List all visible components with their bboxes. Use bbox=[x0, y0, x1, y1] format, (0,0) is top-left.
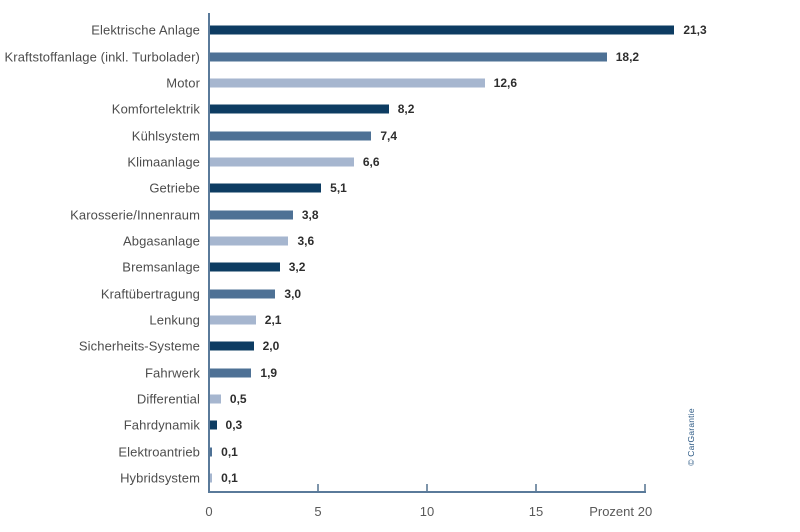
bar bbox=[210, 210, 293, 220]
chart-row: Klimaanlage 6,6 bbox=[0, 149, 800, 175]
bar bbox=[210, 315, 256, 325]
chart-row: Bremsanlage 3,2 bbox=[0, 254, 800, 280]
category-label: Sicherheits-Systeme bbox=[78, 338, 200, 354]
bar bbox=[210, 341, 254, 351]
category-label: Bremsanlage bbox=[122, 259, 200, 275]
value-label: 21,3 bbox=[683, 23, 707, 38]
value-label: 8,2 bbox=[397, 102, 415, 117]
bar bbox=[210, 447, 213, 457]
value-label: 7,4 bbox=[380, 128, 397, 143]
bar bbox=[210, 368, 252, 378]
chart-row: Hybridsystem 0,1 bbox=[0, 465, 800, 491]
x-axis-tick bbox=[535, 484, 537, 491]
category-label: Kraftstoffanlage (inkl. Turbolader) bbox=[4, 49, 200, 65]
value-label: 3,2 bbox=[288, 260, 306, 275]
chart-row: Fahrdynamik 0,3 bbox=[0, 412, 800, 438]
bar bbox=[210, 25, 675, 35]
bar bbox=[210, 394, 221, 404]
x-axis-tick-label: 15 bbox=[528, 504, 544, 519]
category-label: Abgasanlage bbox=[123, 233, 200, 249]
category-label: Komfortelektrik bbox=[111, 101, 200, 117]
value-label: 12,6 bbox=[493, 75, 518, 90]
category-label: Differential bbox=[136, 391, 200, 407]
copyright-credit: © CarGarantie bbox=[686, 408, 696, 466]
chart-row: Fahrwerk 1,9 bbox=[0, 360, 800, 386]
category-label: Fahrdynamik bbox=[123, 417, 200, 433]
category-label: Getriebe bbox=[149, 180, 200, 196]
chart-row: Komfortelektrik 8,2 bbox=[0, 96, 800, 122]
chart-row: Elektroantrieb 0,1 bbox=[0, 439, 800, 465]
bar bbox=[210, 52, 607, 62]
category-label: Elektrische Anlage bbox=[91, 22, 200, 38]
x-axis-tick bbox=[644, 484, 646, 491]
value-label: 3,0 bbox=[284, 286, 302, 301]
chart-row: Kühlsystem 7,4 bbox=[0, 122, 800, 148]
chart-row: Elektrische Anlage 21,3 bbox=[0, 17, 800, 43]
bar bbox=[210, 104, 389, 114]
chart-row: Karosserie/Innenraum 3,8 bbox=[0, 201, 800, 227]
category-label: Kraftübertragung bbox=[100, 286, 200, 302]
bar bbox=[210, 473, 213, 483]
x-axis-tick bbox=[426, 484, 428, 491]
category-label: Karosserie/Innenraum bbox=[70, 207, 200, 223]
chart-row: Differential 0,5 bbox=[0, 386, 800, 412]
value-label: 1,9 bbox=[260, 365, 278, 380]
chart-row: Lenkung 2,1 bbox=[0, 307, 800, 333]
category-label: Kühlsystem bbox=[131, 128, 200, 144]
category-label: Klimaanlage bbox=[127, 154, 200, 170]
chart-row: Sicherheits-Systeme 2,0 bbox=[0, 333, 800, 359]
chart-row: Getriebe 5,1 bbox=[0, 175, 800, 201]
value-label: 0,1 bbox=[221, 444, 238, 459]
x-axis-tick bbox=[317, 484, 319, 491]
bar bbox=[210, 78, 485, 88]
value-label: 6,6 bbox=[362, 154, 380, 169]
x-axis-line bbox=[208, 491, 646, 493]
value-label: 3,8 bbox=[301, 207, 319, 222]
y-axis-line bbox=[208, 13, 210, 493]
x-axis-unit-label: Prozent bbox=[589, 504, 634, 519]
bar bbox=[210, 131, 372, 141]
value-label: 0,1 bbox=[221, 471, 238, 486]
chart-row: Kraftübertragung 3,0 bbox=[0, 281, 800, 307]
value-label: 2,0 bbox=[262, 339, 280, 354]
x-axis-tick-label: 5 bbox=[314, 504, 322, 519]
x-axis-tick-label: 10 bbox=[419, 504, 435, 519]
bar bbox=[210, 420, 217, 430]
x-axis-tick-label: 0 bbox=[205, 504, 213, 519]
value-label: 18,2 bbox=[615, 49, 640, 64]
category-label: Hybridsystem bbox=[120, 470, 200, 486]
value-label: 3,6 bbox=[297, 233, 315, 248]
x-axis-tick-label: 20 bbox=[637, 504, 653, 519]
category-label: Motor bbox=[166, 75, 200, 91]
chart-row: Abgasanlage 3,6 bbox=[0, 228, 800, 254]
bar bbox=[210, 183, 322, 193]
value-label: 0,5 bbox=[229, 392, 247, 407]
category-label: Elektroantrieb bbox=[118, 444, 200, 460]
bar bbox=[210, 289, 276, 299]
bar bbox=[210, 236, 289, 246]
bar bbox=[210, 157, 354, 167]
value-label: 5,1 bbox=[330, 181, 347, 196]
value-label: 2,1 bbox=[264, 313, 282, 328]
value-label: 0,3 bbox=[225, 418, 243, 433]
chart-row: Motor 12,6 bbox=[0, 70, 800, 96]
chart-row: Kraftstoffanlage (inkl. Turbolader) 18,2 bbox=[0, 43, 800, 69]
category-label: Fahrwerk bbox=[145, 365, 200, 381]
category-label: Lenkung bbox=[149, 312, 200, 328]
bar bbox=[210, 262, 280, 272]
